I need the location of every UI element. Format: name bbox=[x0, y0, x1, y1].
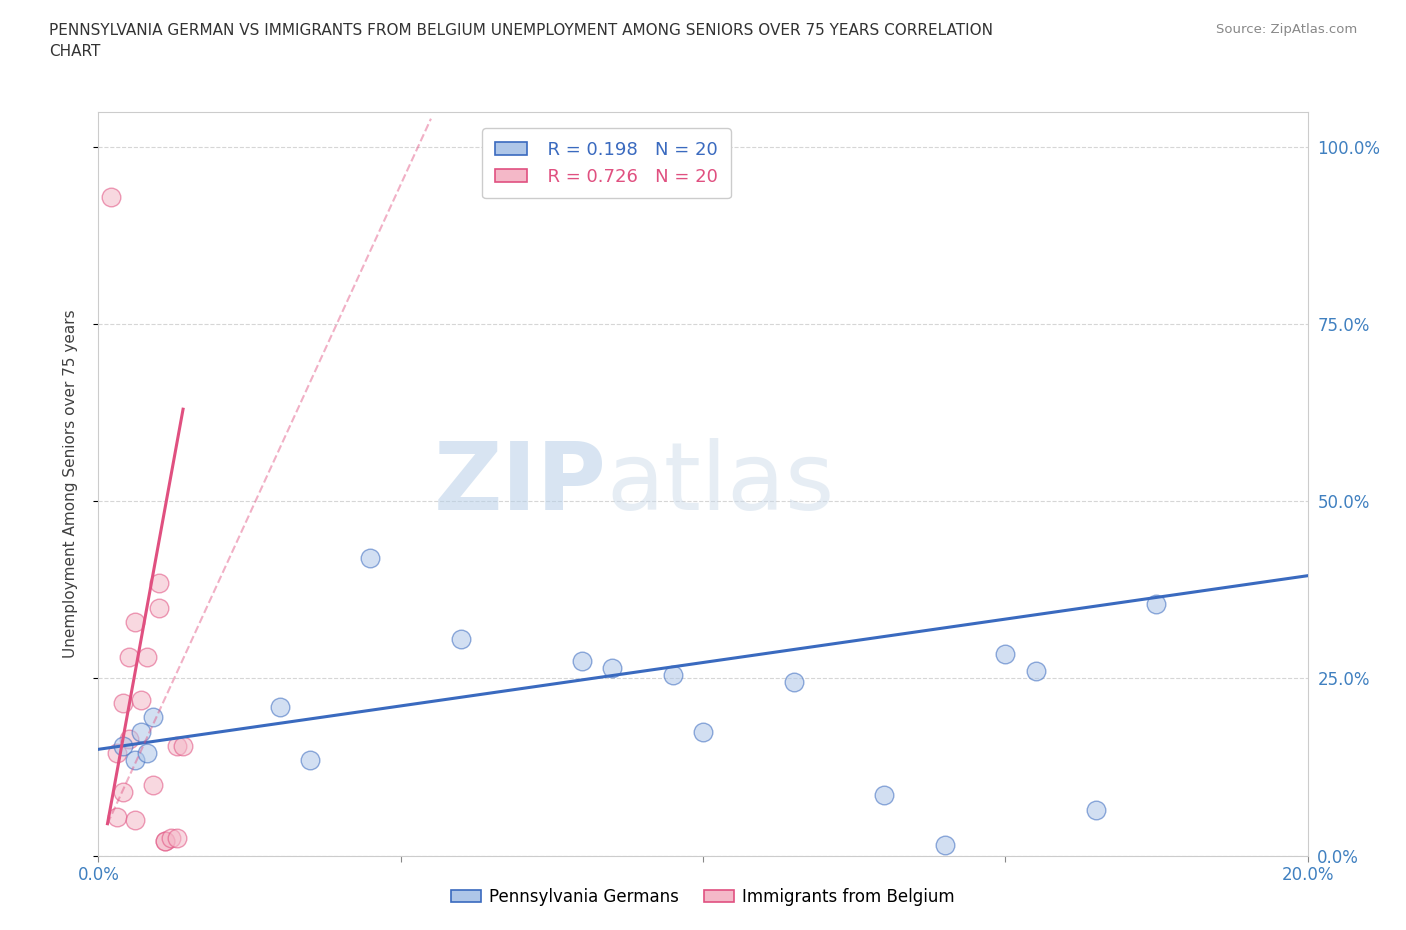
Legend: Pennsylvania Germans, Immigrants from Belgium: Pennsylvania Germans, Immigrants from Be… bbox=[444, 881, 962, 912]
Point bbox=[100, 189, 122, 204]
Point bbox=[153, 834, 176, 849]
Point bbox=[148, 600, 170, 615]
Point bbox=[118, 650, 141, 665]
Point bbox=[360, 551, 382, 565]
Y-axis label: Unemployment Among Seniors over 75 years: Unemployment Among Seniors over 75 years bbox=[63, 310, 77, 658]
Point bbox=[269, 699, 291, 714]
Point bbox=[111, 784, 134, 799]
Point bbox=[135, 650, 157, 665]
Point bbox=[571, 653, 593, 668]
Point bbox=[299, 752, 322, 767]
Point bbox=[1024, 664, 1046, 679]
Point bbox=[111, 738, 134, 753]
Point bbox=[142, 777, 165, 792]
Point bbox=[160, 830, 183, 845]
Point bbox=[166, 830, 188, 845]
Point bbox=[994, 646, 1017, 661]
Point bbox=[783, 674, 806, 689]
Text: Source: ZipAtlas.com: Source: ZipAtlas.com bbox=[1216, 23, 1357, 36]
Point bbox=[135, 746, 157, 761]
Point bbox=[934, 838, 956, 853]
Point bbox=[129, 692, 152, 707]
Point bbox=[124, 615, 146, 630]
Point bbox=[1085, 802, 1108, 817]
Point bbox=[105, 746, 128, 761]
Point bbox=[661, 668, 683, 683]
Point bbox=[172, 738, 194, 753]
Text: PENNSYLVANIA GERMAN VS IMMIGRANTS FROM BELGIUM UNEMPLOYMENT AMONG SENIORS OVER 7: PENNSYLVANIA GERMAN VS IMMIGRANTS FROM B… bbox=[49, 23, 993, 60]
Text: ZIP: ZIP bbox=[433, 438, 606, 529]
Point bbox=[148, 576, 170, 591]
Point bbox=[111, 696, 134, 711]
Point bbox=[153, 834, 176, 849]
Point bbox=[692, 724, 714, 739]
Point bbox=[873, 788, 896, 803]
Text: atlas: atlas bbox=[606, 438, 835, 529]
Point bbox=[118, 731, 141, 746]
Point bbox=[105, 809, 128, 824]
Point bbox=[450, 632, 472, 647]
Point bbox=[1144, 597, 1167, 612]
Point bbox=[142, 710, 165, 724]
Point bbox=[124, 813, 146, 828]
Point bbox=[602, 660, 624, 675]
Point bbox=[166, 738, 188, 753]
Point bbox=[129, 724, 152, 739]
Legend:   R = 0.198   N = 20,   R = 0.726   N = 20: R = 0.198 N = 20, R = 0.726 N = 20 bbox=[482, 128, 731, 198]
Point bbox=[124, 752, 146, 767]
